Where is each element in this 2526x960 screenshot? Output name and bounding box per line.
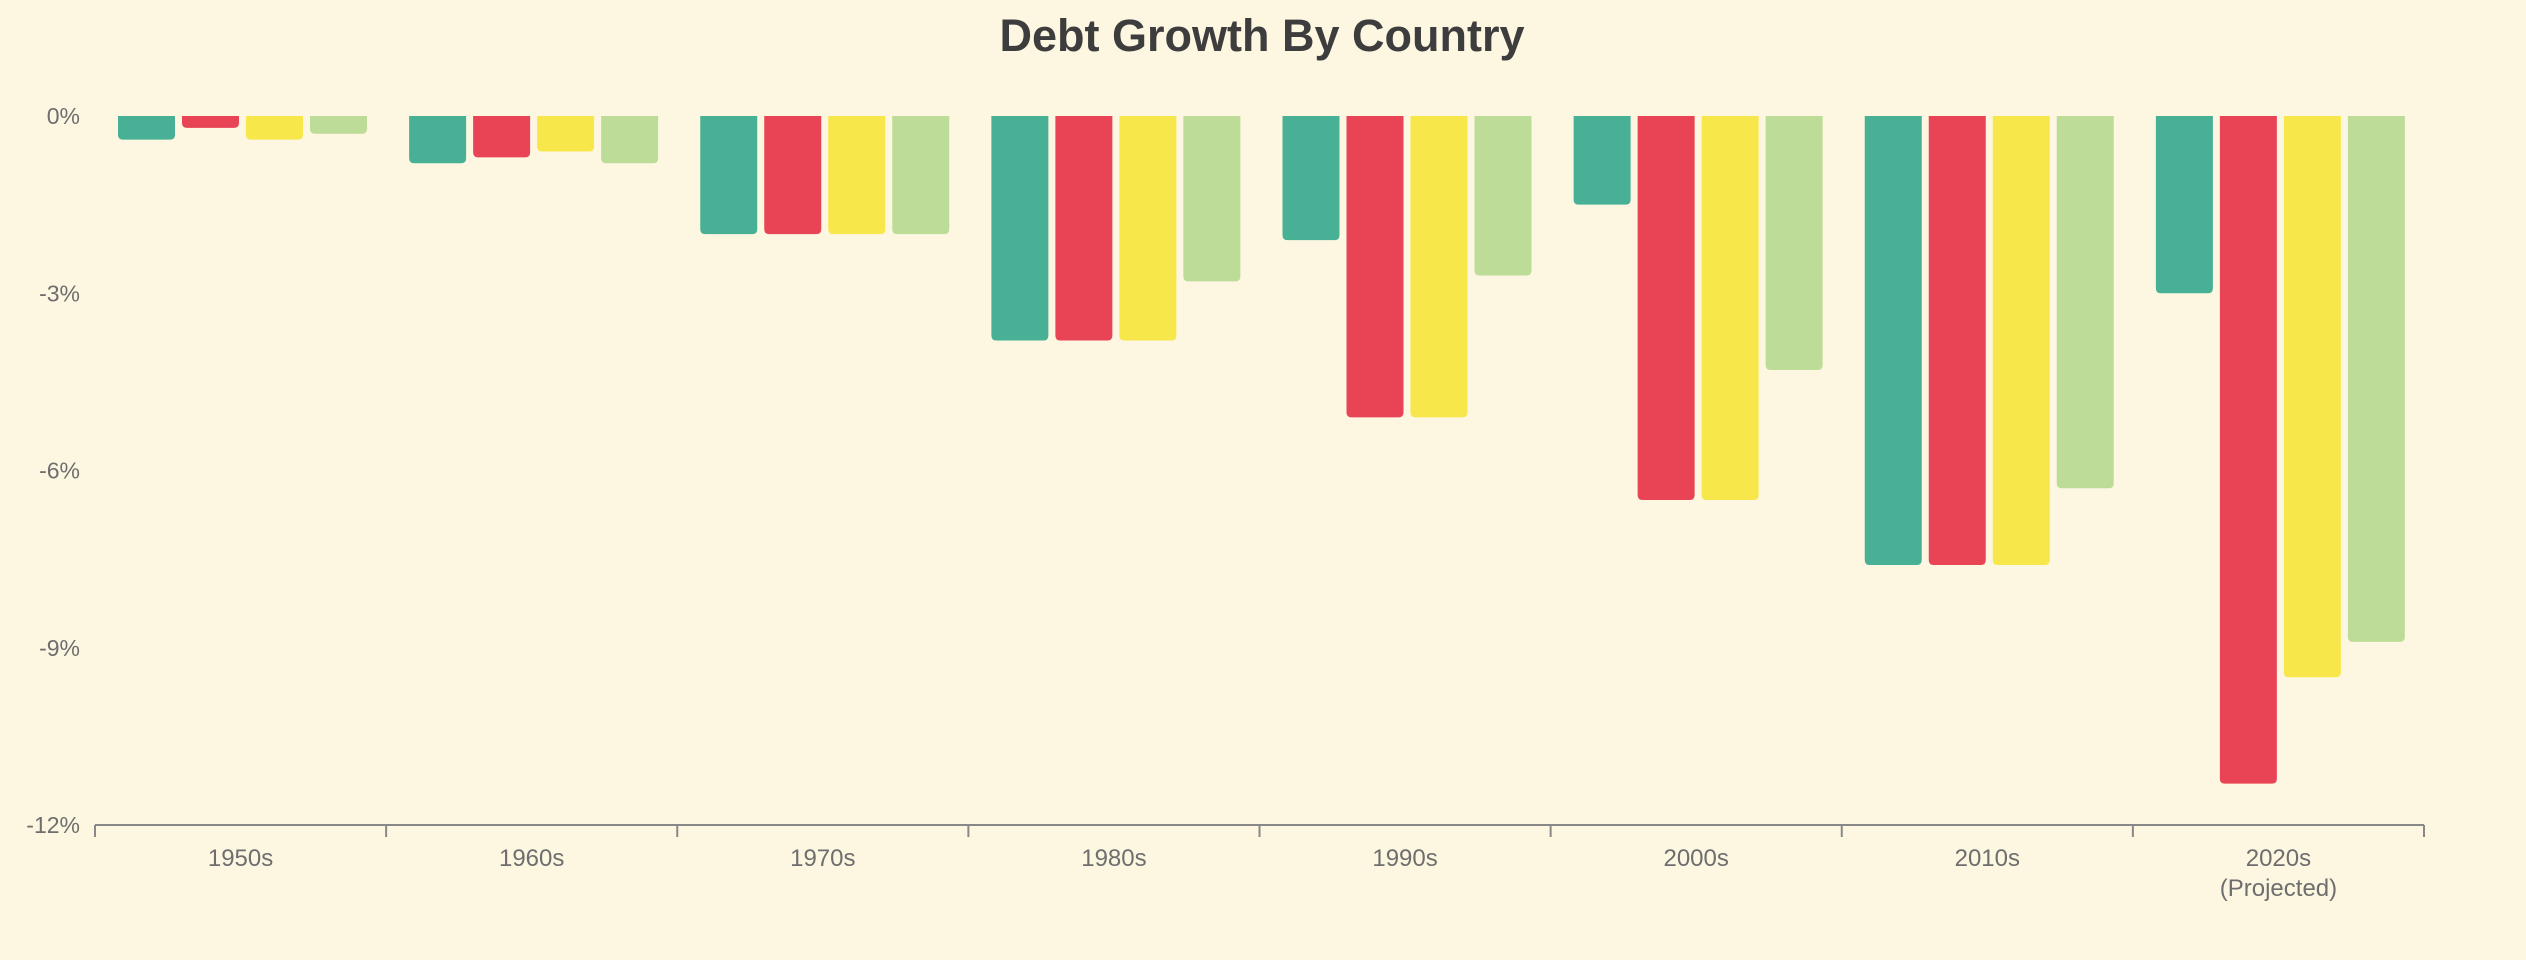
bar-1970s-series-1	[700, 116, 758, 235]
bar-2000s-series-4	[1765, 116, 1823, 371]
x-tick-label: 2020s	[2246, 845, 2311, 872]
x-tick-label: 1990s	[1372, 845, 1437, 872]
y-tick-label: -3%	[39, 280, 80, 306]
bar-1950s-series-3	[246, 116, 303, 140]
y-tick-label: 0%	[47, 103, 80, 129]
bar-1960s-series-1	[409, 116, 467, 164]
y-tick-label: -6%	[39, 458, 80, 484]
bar-2010s-series-3	[1992, 116, 2050, 566]
bar-1980s-series-1	[991, 116, 1049, 341]
bar-1950s-series-1	[118, 116, 175, 140]
bar-1980s-series-4	[1183, 116, 1241, 282]
bar-1960s-series-4	[601, 116, 659, 164]
x-tick-label: 2000s	[1663, 845, 1728, 872]
bar-1990s-series-3	[1410, 116, 1468, 418]
bar-1970s-series-2	[764, 116, 822, 235]
bar-2000s-series-2	[1637, 116, 1695, 501]
bar-2020s-series-3	[2283, 116, 2341, 678]
bar-1990s-series-2	[1346, 116, 1404, 418]
x-tick-sublabel: (Projected)	[2220, 875, 2337, 902]
bar-1980s-series-3	[1119, 116, 1177, 341]
bar-2020s-series-1	[2155, 116, 2213, 294]
chart-title: Debt Growth By Country	[1000, 10, 1525, 61]
bar-1990s-series-4	[1474, 116, 1532, 276]
bar-2010s-series-1	[1864, 116, 1922, 566]
bar-2000s-series-3	[1701, 116, 1759, 501]
bar-2010s-series-2	[1928, 116, 1986, 566]
y-tick-label: -12%	[26, 812, 80, 838]
x-tick-label: 1980s	[1081, 845, 1146, 872]
x-tick-label: 1950s	[208, 845, 273, 872]
bar-1990s-series-1	[1282, 116, 1340, 241]
bar-1970s-series-3	[828, 116, 886, 235]
bar-1950s-series-4	[310, 116, 367, 134]
bar-1960s-series-2	[473, 116, 531, 158]
y-tick-label: -9%	[39, 635, 80, 661]
bar-2020s-series-2	[2219, 116, 2277, 784]
axis-layer	[94, 824, 2425, 837]
labels-layer: 0% -3% -6% -9% -12% 1950s 1960s 1970s 1980s 1990s…	[26, 103, 2337, 902]
bar-2010s-series-4	[2056, 116, 2114, 489]
x-tick-label: 2010s	[1955, 845, 2020, 872]
bar-1980s-series-2	[1055, 116, 1113, 341]
bar-1970s-series-4	[892, 116, 950, 235]
x-tick-label: 1960s	[499, 845, 564, 872]
bar-1960s-series-3	[537, 116, 595, 152]
bar-2000s-series-1	[1573, 116, 1631, 205]
bar-1950s-series-2	[182, 116, 239, 128]
x-tick-label: 1970s	[790, 845, 855, 872]
bar-2020s-series-4	[2347, 116, 2405, 642]
bars-layer	[118, 116, 2405, 784]
